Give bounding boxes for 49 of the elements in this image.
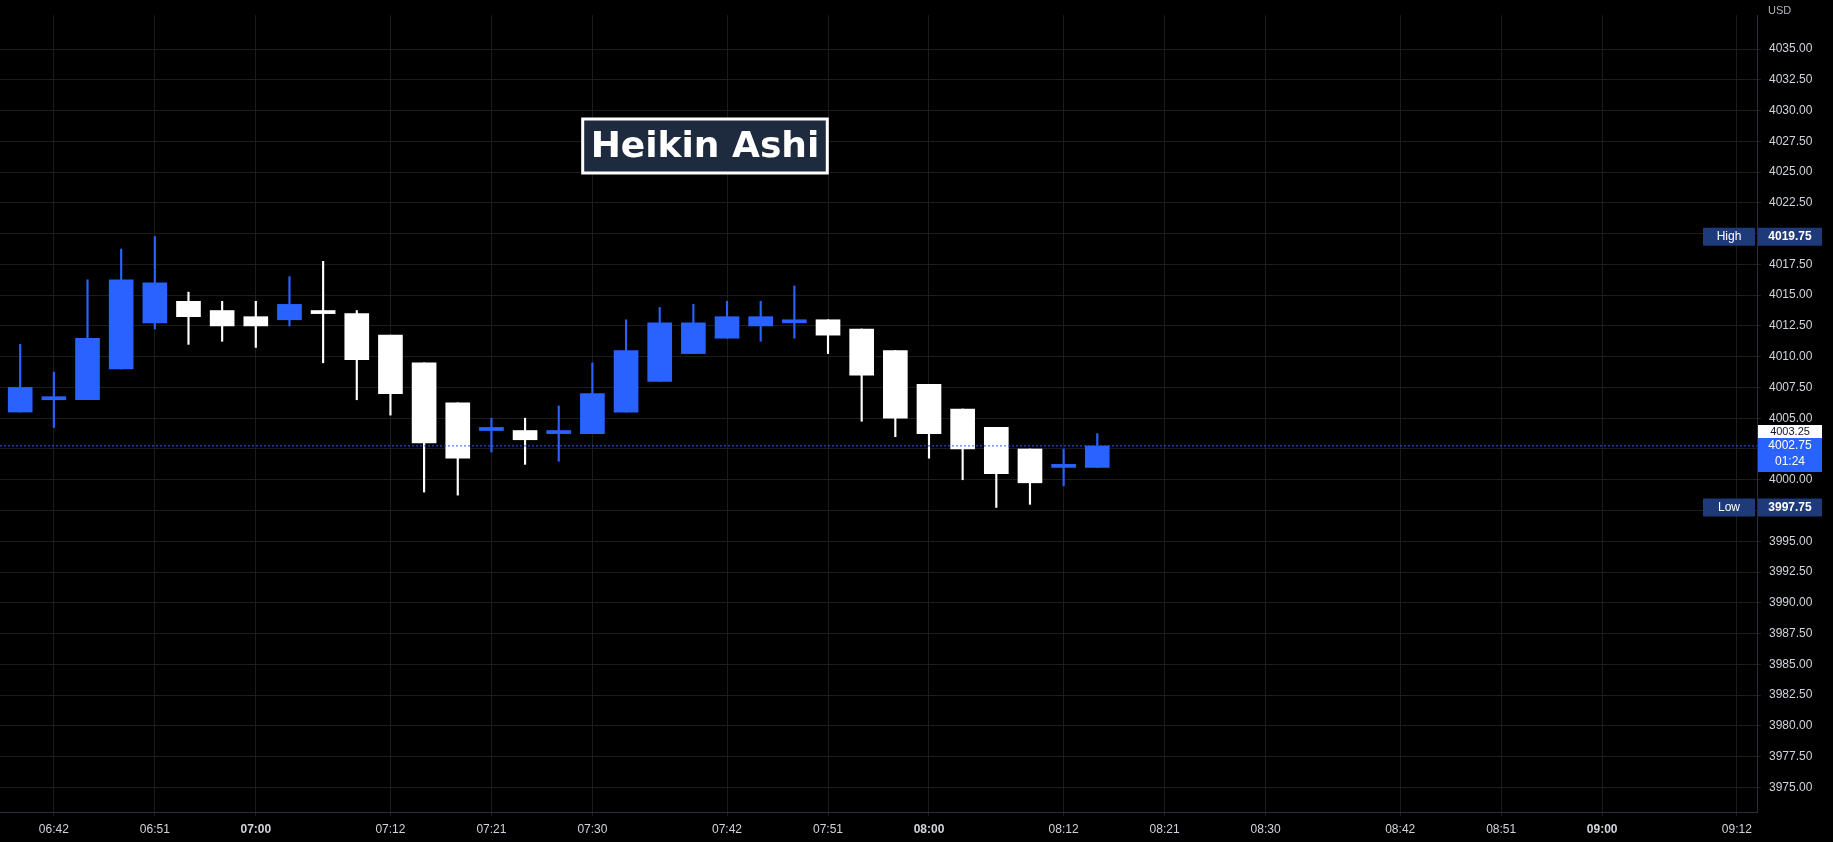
y-tick-label: 4015.00 (1769, 287, 1813, 302)
x-tick-label: 08:30 (1250, 821, 1281, 836)
x-tick-label: 07:30 (577, 821, 608, 836)
y-tick-label: 3997.75 (1768, 499, 1813, 514)
y-tick-label: 3977.50 (1769, 748, 1813, 763)
y-tick-label: 3990.00 (1769, 595, 1813, 610)
x-tick-label: 08:42 (1385, 821, 1416, 836)
text: Heikin Ashi (590, 124, 820, 166)
x-tick-label: 09:00 (1586, 821, 1618, 836)
x-tick-label: 07:51 (813, 821, 844, 836)
annotation: Low (1717, 499, 1741, 514)
x-tick-label: 08:12 (1048, 821, 1079, 836)
candlestick (277, 276, 302, 327)
x-tick-label: 08:51 (1486, 821, 1517, 836)
x-tick-label: 07:00 (240, 821, 272, 836)
x-tick-label: 09:12 (1721, 821, 1753, 836)
y-tick-label: 4027.50 (1769, 133, 1813, 148)
y-tick-label: 4025.00 (1769, 164, 1813, 179)
y-tick-label: 3987.50 (1769, 625, 1813, 640)
y-tick-label: 4010.00 (1769, 349, 1813, 363)
y-tick-label: 3995.00 (1769, 533, 1813, 548)
text: 01:24 (1774, 454, 1806, 469)
y-tick-label: 4012.50 (1769, 318, 1813, 333)
y-tick-label: 4019.75 (1768, 229, 1813, 244)
y-tick-label: 3992.50 (1769, 564, 1813, 579)
y-tick-label: 3975.00 (1769, 779, 1813, 794)
y-tick-label: 4007.50 (1769, 379, 1813, 394)
y-axis-title: USD (1768, 4, 1792, 17)
x-tick-label: 07:12 (375, 821, 406, 836)
y-tick-label: 4030.00 (1769, 102, 1813, 117)
y-tick-label: 3980.00 (1769, 718, 1813, 733)
y-tick-label: 4005.00 (1769, 410, 1813, 425)
y-tick-label: 4000.00 (1769, 472, 1813, 487)
y-tick-label: 3985.00 (1769, 656, 1813, 671)
y-tick-label: 4022.50 (1769, 195, 1813, 210)
candlestick (176, 291, 201, 345)
text: 4003.25 (1770, 424, 1810, 437)
y-tick-label: 4017.50 (1769, 256, 1813, 271)
y-tick-label: 4035.00 (1769, 41, 1813, 56)
x-tick-label: 06:42 (38, 821, 70, 836)
x-tick-label: 08:21 (1149, 821, 1180, 836)
y-tick-label: 4032.50 (1769, 72, 1813, 87)
x-tick-label: 07:21 (476, 821, 507, 836)
x-tick-label: 08:00 (913, 821, 945, 836)
y-tick-label: 3982.50 (1769, 687, 1813, 702)
x-tick-label: 07:42 (712, 821, 743, 836)
ref-line-label: 4002.75 (1768, 438, 1813, 453)
annotation: High (1716, 229, 1742, 244)
x-tick-label: 06:51 (139, 821, 171, 836)
